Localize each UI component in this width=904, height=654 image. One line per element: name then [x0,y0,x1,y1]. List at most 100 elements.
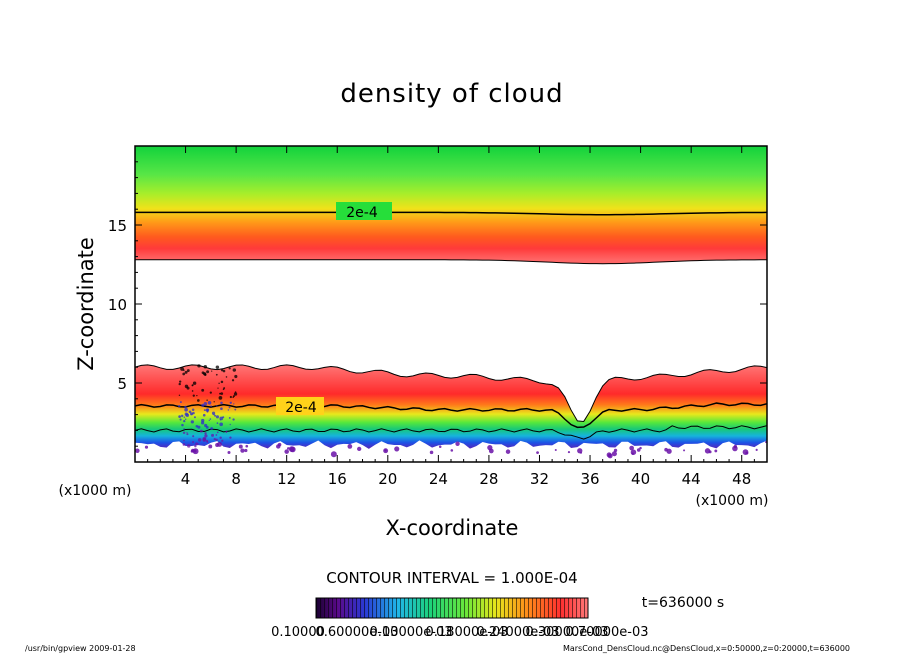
noise-blob [211,370,213,372]
noise-blob [229,401,232,404]
noise-blob-bottom [240,448,245,453]
noise-blob [192,435,195,438]
noise-blob [209,391,212,394]
y-tick-label: 15 [108,217,127,235]
noise-blob [196,399,200,402]
z-unit-label: (x1000 m) [59,483,132,499]
noise-blob [216,431,219,434]
noise-blob [228,406,231,409]
contour-interval: CONTOUR INTERVAL = 1.000E-04 [326,569,577,587]
noise-blob [193,416,196,419]
noise-blob [225,430,228,433]
noise-blob [203,364,208,369]
colorbar-frame [315,597,589,619]
noise-blob-bottom [276,444,281,449]
noise-blob [192,381,197,385]
noise-blob-bottom [455,441,460,446]
colorbar-label: 0.70000e-03 [566,625,649,640]
noise-blob [203,409,206,412]
noise-blob [233,392,238,396]
noise-blob [195,424,199,428]
noise-blob [213,401,215,403]
noise-blob [219,422,224,427]
noise-blob-bottom [192,448,199,455]
noise-blob-bottom [579,451,583,454]
noise-blob [228,416,231,419]
noise-blob [183,428,185,430]
noise-blob [178,394,181,397]
noise-blob [183,416,186,418]
noise-blob [234,374,238,379]
noise-blob [179,380,182,383]
noise-blob [216,422,219,424]
noise-blob [229,423,231,426]
noise-blob [179,401,182,404]
noise-blob [227,409,230,411]
noise-blob [215,438,218,442]
noise-blob [191,413,193,415]
noise-blob [197,364,201,368]
noise-blob-bottom [636,448,641,452]
noise-blob [194,445,197,448]
noise-blob-bottom [135,448,140,453]
noise-blob-bottom [357,446,362,452]
noise-blob [211,433,215,437]
noise-blob-bottom [347,444,353,449]
noise-blob [215,373,218,376]
footer-right: MarsCond_DensCloud.nc@DensCloud,x=0:5000… [563,644,850,653]
noise-blob-bottom [607,453,613,459]
noise-blob-bottom [144,445,149,449]
noise-blob [182,372,186,376]
noise-blob [178,382,181,386]
noise-blob [220,392,224,395]
y-tick-label: 5 [117,375,127,393]
noise-blob-bottom [733,444,738,449]
x-tick-label: 48 [732,470,751,488]
noise-blob [232,418,235,421]
noise-blob [231,379,235,382]
noise-blob [206,410,209,413]
convective-noise [135,364,767,459]
noise-blob [234,391,237,393]
x-tick-label: 4 [181,470,191,488]
noise-blob [229,395,232,399]
noise-blob [204,423,208,428]
x-tick-label: 28 [479,470,498,488]
noise-blob [233,403,235,405]
contour-line-upper [135,211,767,216]
upper-cloud-layer [135,146,767,264]
noise-blob [210,405,212,407]
noise-blob [204,434,208,438]
noise-blob [210,427,213,430]
noise-blob [192,394,195,397]
noise-blob [191,384,194,387]
noise-blob-bottom [238,444,243,449]
noise-blob [219,392,221,395]
noise-blob [219,419,222,421]
contour-label-bg-lower [276,397,324,415]
noise-blob [220,407,223,411]
noise-blob-bottom [639,446,642,450]
noise-blob [214,414,217,417]
noise-blob [204,374,207,376]
noise-blob [182,369,185,372]
upper-layer-edge [135,259,767,265]
noise-blob [213,413,215,416]
noise-blob [181,423,184,427]
noise-blob [186,433,189,436]
footer-left: /usr/bin/gpview 2009-01-28 [25,644,136,653]
colorbar-stripes [316,598,588,618]
noise-blob-bottom [208,444,213,449]
noise-blob-bottom [286,447,290,450]
noise-blob [191,390,194,392]
noise-blob [220,369,224,372]
noise-blob [182,431,186,435]
noise-blob [211,411,216,415]
contour-label-bg-upper [336,202,392,220]
noise-blob [205,439,209,442]
noise-blob-bottom [708,450,712,454]
noise-blob [182,443,186,446]
noise-blob [184,405,187,409]
noise-blob [203,402,208,406]
noise-blob [183,439,185,442]
